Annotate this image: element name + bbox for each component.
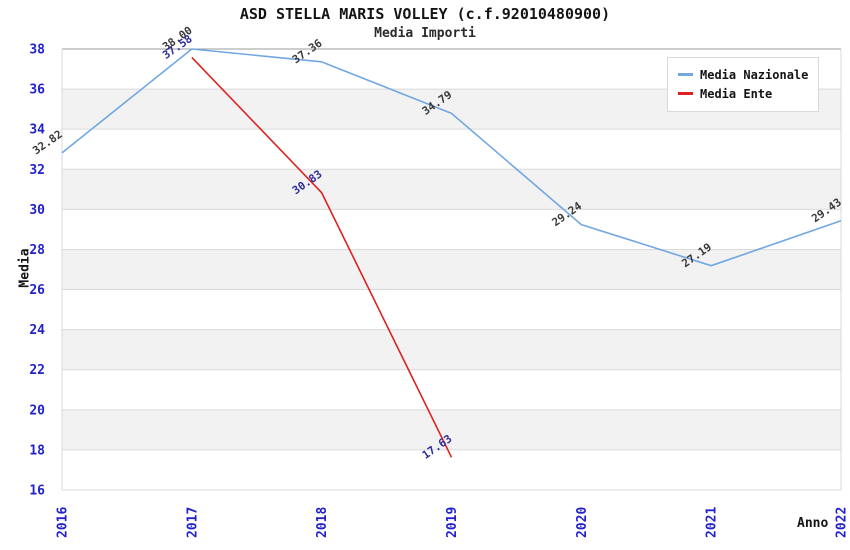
plot-bands [62, 89, 841, 450]
legend-item-media-nazionale: Media Nazionale [678, 65, 808, 84]
legend-line-swatch-nazionale [678, 73, 693, 76]
series-line-media-nazionale [61, 48, 842, 267]
y-tick-label: 24 [29, 323, 45, 338]
x-axis-tick-labels: 2016 2017 2018 2019 2020 2021 2022 [56, 507, 850, 538]
y-axis-tick-labels: 16 18 20 22 24 26 28 30 32 34 36 38 [29, 43, 45, 499]
legend-label: Media Ente [700, 86, 773, 101]
chart-subtitle: Media Importi [374, 26, 476, 41]
legend-item-media-ente: Media Ente [678, 84, 808, 103]
y-tick-label: 22 [29, 363, 45, 378]
legend-label: Media Nazionale [700, 67, 809, 82]
chart-title: ASD STELLA MARIS VOLLEY (c.f.92010480900… [239, 5, 611, 23]
x-tick-label: 2017 [185, 507, 200, 538]
y-tick-label: 26 [29, 283, 45, 298]
y-axis-title: Media [17, 248, 33, 288]
legend: Media Nazionale Media Ente [667, 57, 820, 112]
x-tick-label: 2022 [835, 507, 850, 538]
y-tick-label: 38 [29, 43, 45, 58]
y-tick-label: 36 [29, 83, 45, 98]
x-tick-label: 2019 [445, 507, 460, 538]
series-line-media-ente [191, 56, 453, 458]
x-tick-label: 2018 [315, 507, 330, 538]
y-tick-label: 20 [29, 403, 45, 418]
y-tick-label: 16 [29, 484, 45, 499]
x-tick-label: 2021 [705, 507, 720, 538]
legend-line-swatch-ente [678, 92, 693, 95]
x-tick-label: 2016 [56, 507, 71, 538]
x-axis-title: Anno [797, 516, 829, 531]
y-tick-label: 28 [29, 243, 45, 258]
x-tick-label: 2020 [575, 507, 590, 538]
y-tick-label: 32 [29, 163, 45, 178]
y-tick-label: 30 [29, 203, 45, 218]
y-tick-label: 18 [29, 443, 45, 458]
y-tick-label: 34 [29, 123, 45, 138]
